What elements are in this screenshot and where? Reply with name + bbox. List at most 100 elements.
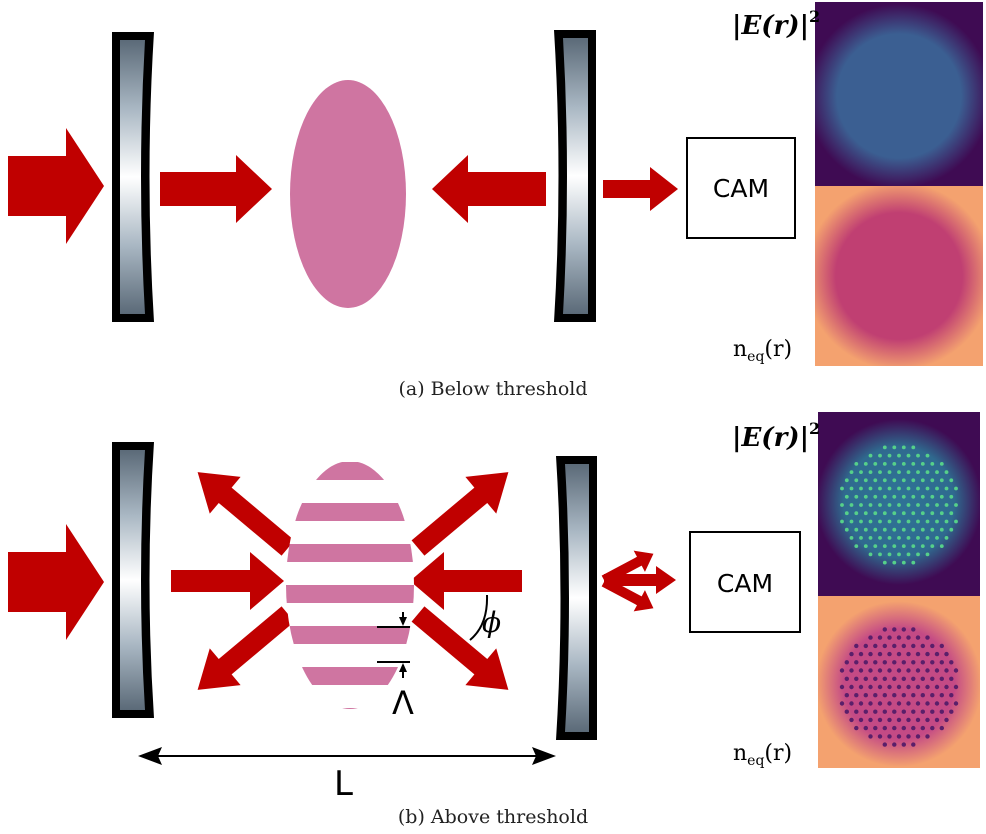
lattice-dark-spot (873, 725, 878, 731)
camera-box (686, 137, 796, 239)
lattice-dark-spot (906, 717, 911, 723)
lattice-bright-spot (859, 486, 863, 491)
lattice-dark-spot (868, 701, 873, 706)
lattice-dark-spot (882, 627, 887, 632)
lattice-bright-spot (954, 486, 958, 491)
lattice-dark-spot (906, 635, 911, 640)
lattice-dark-spot (882, 676, 887, 681)
lattice-bright-spot (930, 544, 935, 548)
period-arrowhead-bottom (399, 663, 407, 672)
lattice-bright-spot (887, 470, 892, 474)
lattice-bright-spot (911, 494, 916, 499)
lattice-dark-spot (915, 701, 921, 706)
lattice-bright-spot (944, 503, 949, 507)
output-arrows (601, 550, 676, 612)
lattice-bright-spot (920, 544, 925, 548)
incoming-arrow-right (410, 552, 522, 610)
lattice-bright-spot (897, 503, 901, 507)
lattice-dark-spot (887, 684, 892, 690)
lattice-dark-spot (854, 676, 859, 681)
lattice-dark-spot (949, 693, 954, 698)
lattice-bright-spot (854, 511, 859, 516)
scattered-arrow-up-right (411, 472, 509, 556)
lattice-dark-spot (906, 668, 911, 673)
lattice-dark-spot (915, 684, 921, 690)
lattice-bright-spot (920, 494, 925, 499)
lattice-bright-spot (935, 536, 939, 540)
lattice-bright-spot (882, 462, 887, 466)
angle-label: ϕ (482, 606, 501, 639)
lattice-dark-spot (863, 643, 868, 649)
lattice-dark-spot (920, 643, 925, 649)
lattice-dark-spot (896, 635, 902, 640)
lattice-bright-spot (901, 511, 906, 516)
lattice-bright-spot (939, 462, 944, 466)
density-label: neq(r) (733, 741, 792, 769)
pump-arrow (8, 128, 104, 244)
lattice-bright-spot (925, 503, 930, 507)
lattice-bright-spot (901, 494, 906, 499)
lattice-dark-spot (873, 643, 878, 649)
lattice-dark-spot (944, 651, 949, 657)
lattice-dark-spot (873, 660, 878, 665)
lattice-bright-spot (849, 503, 854, 507)
lattice-bright-spot (901, 560, 906, 565)
lattice-bright-spot (854, 462, 859, 466)
lattice-bright-spot (854, 527, 859, 532)
lattice-dark-spot (854, 693, 859, 698)
lattice-bright-spot (878, 503, 882, 507)
lattice-dark-spot (858, 717, 864, 723)
density-label: neq(r) (733, 337, 792, 365)
lattice-bright-spot (906, 552, 911, 557)
lattice-dark-spot (930, 709, 935, 714)
lattice-bright-spot (897, 519, 901, 524)
scattered-arrow-down-right (411, 606, 509, 690)
lattice-dark-spot (915, 717, 921, 723)
lattice-bright-spot (920, 462, 925, 466)
lattice-dark-spot (925, 701, 930, 706)
lattice-dark-spot (953, 684, 959, 690)
output-arrow (603, 167, 678, 211)
lattice-bright-spot (844, 527, 849, 532)
lattice-dark-spot (920, 660, 925, 665)
incoming-arrow-right (432, 155, 546, 223)
lattice-dark-spot (873, 693, 878, 698)
lattice-dark-spot (939, 709, 944, 714)
lattice-dark-spot (934, 717, 940, 723)
lattice-bright-spot (925, 536, 930, 540)
lattice-bright-spot (954, 519, 958, 524)
lattice-dark-spot (925, 717, 930, 723)
lattice-bright-spot (878, 536, 882, 540)
lattice-bright-spot (887, 503, 892, 507)
atom-cloud (290, 80, 406, 308)
lattice-bright-spot (911, 560, 916, 565)
lattice-bright-spot (859, 470, 863, 474)
lattice-dark-spot (901, 660, 906, 665)
camera-box (689, 531, 801, 633)
lattice-dark-spot (844, 709, 849, 714)
lattice-bright-spot (930, 527, 935, 532)
lattice-bright-spot (854, 494, 859, 499)
lattice-bright-spot (840, 503, 844, 507)
lattice-bright-spot (840, 519, 844, 524)
lattice-bright-spot (878, 519, 882, 524)
lattice-bright-spot (939, 527, 944, 532)
lattice-dark-spot (868, 668, 873, 673)
lattice-bright-spot (892, 462, 897, 466)
lattice-bright-spot (868, 519, 873, 524)
lattice-dark-spot (892, 660, 897, 665)
lattice-bright-spot (939, 544, 944, 548)
lattice-bright-spot (844, 494, 849, 499)
lattice-dark-spot (911, 627, 916, 632)
lattice-bright-spot (859, 503, 863, 507)
lattice-dark-spot (915, 635, 921, 640)
lattice-bright-spot (863, 527, 868, 532)
lattice-dark-spot (873, 676, 878, 681)
lattice-bright-spot (892, 527, 897, 532)
lattice-bright-spot (930, 494, 935, 499)
lattice-bright-spot (892, 494, 897, 499)
lattice-bright-spot (920, 511, 925, 516)
lattice-bright-spot (849, 519, 854, 524)
lattice-bright-spot (944, 486, 949, 491)
lattice-dark-spot (906, 701, 911, 706)
